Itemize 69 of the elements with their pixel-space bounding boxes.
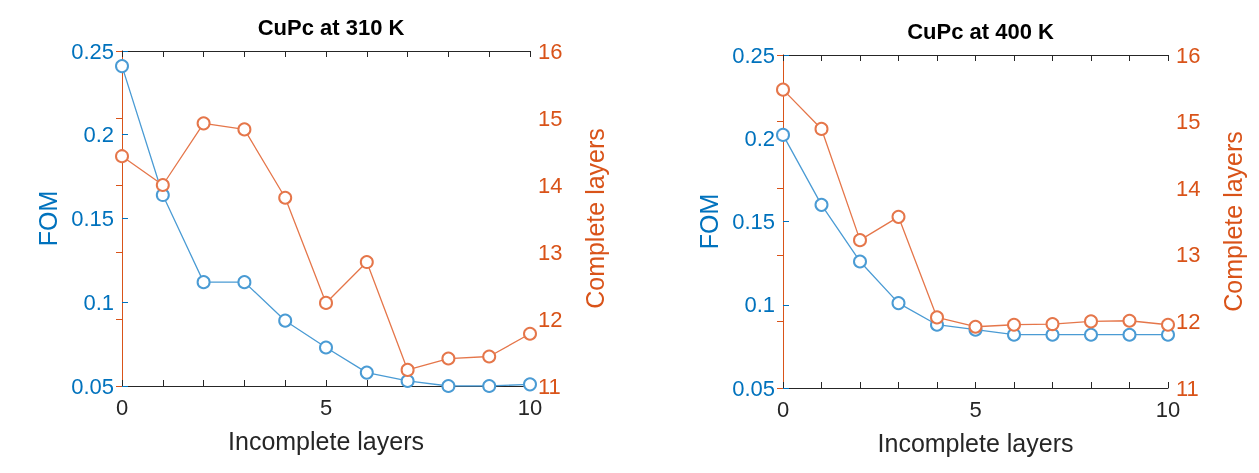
point (482, 379, 497, 393)
point (196, 275, 211, 290)
point (196, 116, 211, 131)
point (814, 197, 829, 212)
y-tick-label: 0.25 (71, 38, 114, 64)
point (523, 377, 537, 392)
point (278, 313, 293, 328)
y2-tick-label: 15 (1176, 109, 1201, 135)
y2-tick-label: 16 (1176, 42, 1201, 68)
point (482, 349, 497, 364)
x-tick-label: 5 (319, 394, 333, 420)
y2-tick-label: 12 (538, 306, 563, 332)
y-tick-label: 0.2 (83, 122, 114, 148)
y2-axis-title: Complete layers (1218, 131, 1247, 312)
y-tick-label: 0.1 (83, 289, 114, 315)
y-axis-title: FOM (33, 190, 62, 247)
y-tick-label: 0.05 (732, 375, 775, 401)
point (441, 379, 456, 393)
y2-tick-label: 14 (538, 172, 563, 198)
point (1161, 317, 1175, 332)
point (278, 190, 293, 205)
x-tick-label: 5 (969, 396, 982, 422)
point (319, 295, 333, 310)
x-axis-title: Incomplete layers (228, 426, 424, 455)
point (319, 340, 333, 355)
y-axis-title: FOM (694, 193, 723, 250)
point (776, 82, 790, 97)
point (814, 121, 829, 136)
y-tick-label: 0.05 (71, 373, 114, 399)
chart-title: CuPc at 310 K (257, 14, 405, 40)
point (1122, 313, 1137, 328)
point (1084, 327, 1098, 342)
point (523, 326, 537, 341)
y-tick-label: 0.25 (732, 42, 775, 68)
point (115, 149, 129, 164)
y2-tick-label: 15 (538, 105, 563, 131)
point (776, 127, 790, 142)
x-tick-label: 0 (115, 394, 129, 420)
point (853, 254, 867, 269)
point (400, 362, 415, 377)
point (891, 296, 906, 311)
y2-tick-label: 12 (1176, 308, 1201, 334)
point (400, 373, 415, 388)
point (930, 310, 944, 325)
point (1122, 327, 1137, 342)
y2-tick-label: 13 (538, 239, 563, 265)
point (359, 255, 374, 270)
chart-title: CuPc at 400 K (907, 18, 1054, 44)
point (891, 209, 906, 224)
x-tick-label: 0 (776, 396, 790, 422)
point (237, 275, 252, 290)
point (1007, 317, 1021, 332)
y2-tick-label: 13 (1176, 242, 1201, 268)
point (1084, 314, 1098, 329)
point (1045, 317, 1060, 332)
point (237, 122, 252, 137)
point (115, 59, 129, 74)
y2-axis-title: Complete layers (580, 128, 609, 309)
y2-tick-label: 14 (1176, 175, 1201, 201)
y-tick-label: 0.15 (71, 206, 114, 231)
point (441, 351, 456, 366)
y-tick-label: 0.2 (744, 125, 775, 151)
y-tick-label: 0.15 (732, 209, 775, 234)
y2-tick-label: 16 (538, 38, 563, 64)
point (359, 365, 374, 380)
point (155, 178, 170, 192)
point (853, 233, 867, 248)
x-axis-title: Incomplete layers (877, 428, 1074, 457)
y-tick-label: 0.1 (744, 292, 775, 318)
